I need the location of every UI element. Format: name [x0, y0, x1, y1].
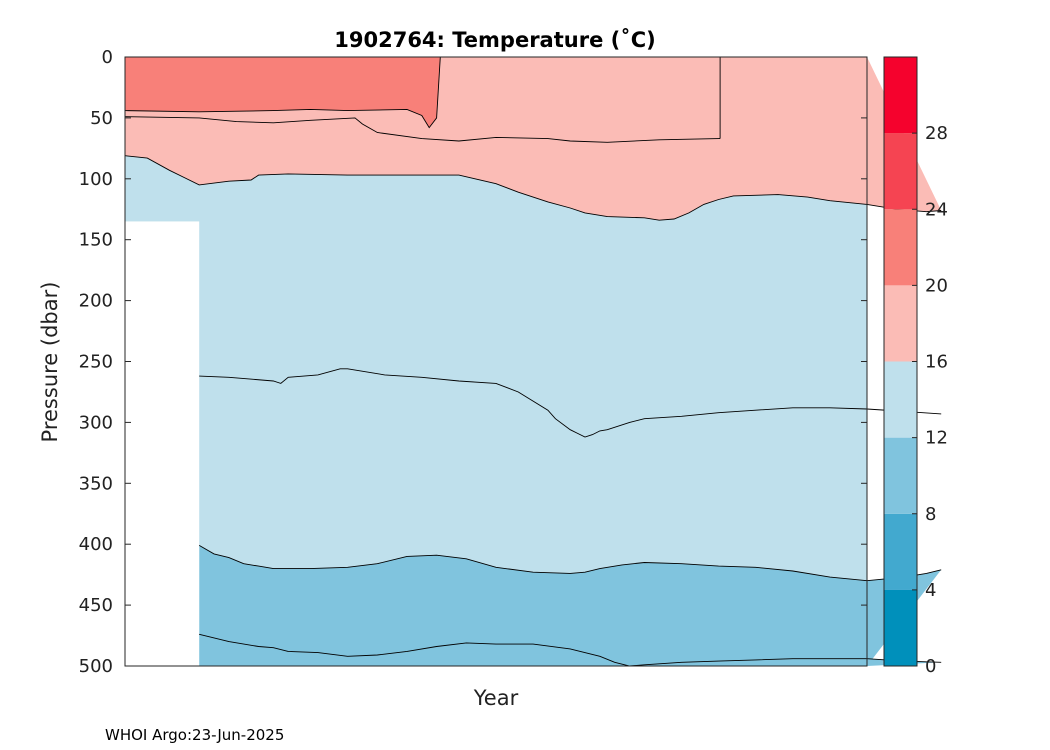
colorbar-tick-label: 24: [925, 199, 948, 220]
y-tick-label: 250: [79, 352, 113, 373]
y-tick-label: 50: [90, 108, 113, 129]
colorbar: 0 4 8 12 16 20 24 28: [883, 56, 948, 677]
colorbar-tick-label: 0: [925, 656, 936, 677]
footer-text: WHOI Argo:23-Jun-2025: [105, 726, 284, 744]
y-tick-label: 0: [102, 47, 113, 68]
y-tick-label: 300: [79, 412, 113, 433]
colorbar-tick-label: 20: [925, 275, 948, 296]
y-tick-label: 100: [79, 169, 113, 190]
y-tick-label: 150: [79, 230, 113, 251]
colorbar-tick-label: 28: [925, 123, 948, 144]
colorbar-tick-label: 8: [925, 504, 936, 525]
colorbar-band-12-16: [884, 361, 917, 438]
colorbar-tick-label: 4: [925, 580, 936, 601]
y-tick-label: 450: [79, 595, 113, 616]
colorbar-band-20-24: [884, 209, 917, 286]
contour-line-20-0: [124, 56, 441, 129]
y-tick-label: 400: [79, 534, 113, 555]
axes: 0 50 100 150 200 250 300 350 400 450 500: [79, 47, 868, 677]
y-tick-label: 200: [79, 291, 113, 312]
y-tick-label: 500: [79, 656, 113, 677]
colorbar-tick-label: 16: [925, 352, 948, 373]
colorbar-tick-label: 12: [925, 428, 948, 449]
contour-line-4-6: [199, 633, 942, 667]
no-data-region: [125, 221, 200, 666]
colorbar-band-28-32: [884, 57, 917, 134]
band-fill-8-12: [199, 545, 942, 666]
band-fill-below-4-contour: [199, 634, 942, 666]
y-tick-label: 350: [79, 473, 113, 494]
x-axis-label: Year: [473, 686, 519, 710]
chart-title: 1902764: Temperature (˚C): [334, 28, 655, 52]
colorbar-band-0-4: [884, 589, 917, 666]
contour-line-16-2: [124, 116, 721, 143]
plot-area: [124, 56, 942, 667]
y-axis-label: Pressure (dbar): [38, 282, 62, 443]
colorbar-band-24-28: [884, 133, 917, 210]
colorbar-band-8-12: [884, 437, 917, 514]
contour-line-8-5: [198, 545, 942, 582]
contour-line-16-3: [124, 155, 942, 221]
contour-line-12-4: [199, 368, 942, 438]
colorbar-band-16-20: [884, 285, 917, 362]
colorbar-band-4-8: [884, 513, 917, 590]
